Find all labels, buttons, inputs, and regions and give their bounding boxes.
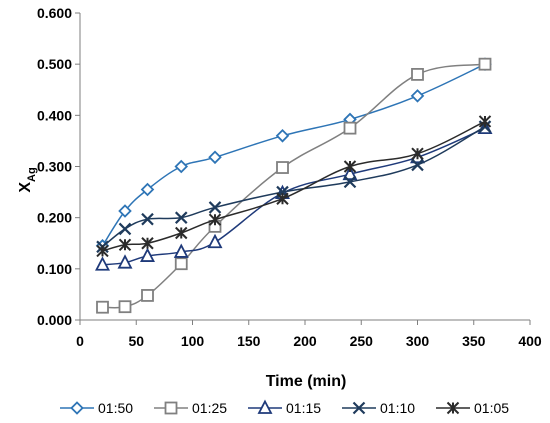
- x-tick-label: 400: [518, 333, 542, 349]
- data-point: [141, 212, 154, 226]
- y-tick-label: 0.600: [37, 5, 72, 21]
- data-point: [174, 211, 188, 224]
- legend-item: 01:10: [342, 400, 415, 416]
- data-point: [118, 238, 132, 251]
- x-axis-title: Time (min): [266, 373, 347, 390]
- series-01-50: [95, 57, 492, 253]
- data-point: [410, 89, 425, 103]
- y-axis-title: XAg: [17, 167, 38, 192]
- data-point: [95, 256, 110, 271]
- data-point: [208, 201, 222, 214]
- data-point: [174, 159, 189, 174]
- data-point: [478, 57, 492, 71]
- legend-marker: [446, 401, 460, 415]
- legend-item: 01:05: [436, 400, 509, 416]
- legend-label: 01:10: [380, 400, 415, 416]
- x-tick-label: 300: [406, 333, 430, 349]
- y-tick-label: 0.500: [37, 56, 72, 72]
- data-point: [141, 289, 154, 302]
- data-point: [175, 226, 188, 240]
- data-point: [173, 243, 189, 258]
- data-point: [118, 300, 132, 314]
- series-line: [101, 63, 486, 247]
- data-point: [118, 222, 132, 236]
- x-tick-label: 50: [128, 333, 144, 349]
- y-tick-label: 0.400: [37, 107, 72, 123]
- legend-item: 01:25: [154, 400, 227, 416]
- legend-label: 01:15: [286, 400, 321, 416]
- series-line: [102, 125, 486, 248]
- data-point: [118, 204, 132, 218]
- legend-marker: [257, 399, 273, 414]
- legend-marker: [164, 401, 178, 415]
- x-tick-label: 100: [181, 333, 205, 349]
- x-tick-label: 150: [237, 333, 261, 349]
- data-point: [275, 129, 290, 143]
- data-point: [411, 68, 424, 81]
- series-01-10: [96, 120, 492, 254]
- y-tick-label: 0.100: [37, 261, 72, 277]
- data-point: [96, 244, 109, 258]
- series-01-05: [96, 115, 492, 258]
- plot-area: 0.000 0.100 0.200 0.300 0.400 0.500 0.600 0 50 10…: [37, 5, 542, 349]
- data-point: [411, 147, 424, 160]
- legend-label: 01:05: [474, 400, 509, 416]
- data-point: [96, 300, 109, 314]
- data-point: [343, 121, 357, 135]
- x-tick-label: 350: [462, 333, 486, 349]
- data-point: [207, 233, 223, 249]
- series-line: [102, 63, 486, 309]
- x-tick-label: 250: [350, 333, 374, 349]
- y-tick-label: 0.300: [37, 159, 72, 175]
- data-point: [276, 192, 289, 205]
- data-point: [141, 237, 154, 250]
- y-axis-title-main: X: [17, 182, 34, 193]
- x-tick-label: 0: [76, 333, 84, 349]
- legend-item: 01:15: [248, 399, 321, 416]
- legend: 01:50 01:25 01:15 01:10 01:05: [60, 399, 509, 416]
- series-line: [102, 127, 486, 266]
- series-line: [102, 120, 486, 252]
- data-point: [343, 160, 357, 173]
- data-point: [343, 175, 357, 189]
- data-point: [478, 115, 492, 128]
- legend-label: 01:25: [192, 400, 227, 416]
- data-point: [208, 213, 222, 226]
- data-point: [411, 158, 424, 172]
- y-axis-title-subscript: Ag: [26, 167, 38, 182]
- data-point: [276, 161, 289, 174]
- legend-item: 01:50: [60, 400, 133, 416]
- series-01-15: [95, 119, 493, 271]
- y-tick-label: 0.000: [37, 312, 72, 328]
- data-point: [174, 257, 188, 271]
- y-tick-label: 0.200: [37, 210, 72, 226]
- data-point: [342, 165, 358, 181]
- data-point: [208, 150, 222, 165]
- series-01-25: [96, 57, 492, 314]
- x-tick-label: 200: [293, 333, 317, 349]
- data-point: [117, 254, 133, 269]
- legend-marker: [70, 401, 84, 415]
- legend-marker: [352, 401, 366, 415]
- data-point: [140, 182, 155, 197]
- legend-label: 01:50: [98, 400, 133, 416]
- data-point: [140, 247, 155, 262]
